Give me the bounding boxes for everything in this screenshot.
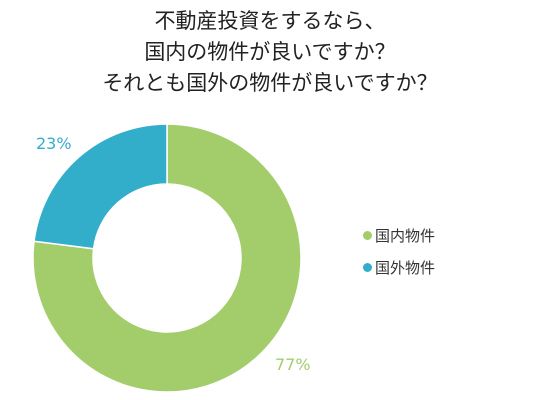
legend-item-domestic: 国内物件 [363, 225, 435, 246]
chart-title: 不動産投資をするなら、 国内の物件が良いですか？ それとも国外の物件が良いですか… [0, 6, 540, 99]
value-label-foreign: 23% [36, 134, 72, 153]
value-label-domestic: 77% [275, 355, 311, 374]
slice-domestic [32, 123, 302, 393]
legend-label-domestic: 国内物件 [375, 227, 436, 245]
legend-swatch-domestic [363, 231, 372, 240]
legend-swatch-foreign [363, 263, 372, 272]
slice-foreign [33, 123, 168, 250]
title-line-2: 国内の物件が良いですか？ [144, 40, 396, 64]
legend-item-foreign: 国外物件 [363, 257, 435, 278]
title-line-1: 不動産投資をするなら、 [154, 9, 386, 33]
title-line-3: それとも国外の物件が良いですか？ [102, 71, 438, 95]
legend-label-foreign: 国外物件 [375, 259, 436, 277]
